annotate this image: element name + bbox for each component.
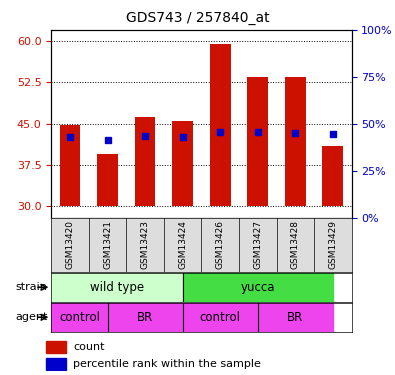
Bar <box>107 303 182 332</box>
Text: wild type: wild type <box>90 281 144 294</box>
Text: yucca: yucca <box>241 281 275 294</box>
Bar <box>135 117 156 207</box>
Bar <box>182 273 333 302</box>
Bar <box>247 77 268 207</box>
Text: GSM13429: GSM13429 <box>328 220 337 269</box>
Bar <box>97 154 118 207</box>
Text: strain: strain <box>16 282 48 292</box>
Bar <box>322 146 343 207</box>
Text: agent: agent <box>16 312 48 322</box>
Text: GSM13421: GSM13421 <box>103 220 112 269</box>
Text: GDS743 / 257840_at: GDS743 / 257840_at <box>126 11 269 25</box>
Bar <box>51 303 107 332</box>
Bar <box>258 303 333 332</box>
Text: GSM13424: GSM13424 <box>178 220 187 269</box>
Text: GSM13423: GSM13423 <box>141 220 150 269</box>
Text: GSM13428: GSM13428 <box>291 220 300 269</box>
Bar <box>60 125 81 207</box>
Bar <box>51 273 182 302</box>
Text: GSM13427: GSM13427 <box>253 220 262 269</box>
Bar <box>46 341 66 352</box>
Bar <box>172 121 193 207</box>
Bar <box>210 44 231 207</box>
Text: GSM13420: GSM13420 <box>66 220 75 269</box>
Text: BR: BR <box>137 311 153 324</box>
Bar <box>182 303 258 332</box>
Text: count: count <box>73 342 105 352</box>
Text: control: control <box>200 311 241 324</box>
Text: GSM13426: GSM13426 <box>216 220 225 269</box>
Bar <box>285 77 306 207</box>
Text: BR: BR <box>287 311 303 324</box>
Text: control: control <box>59 311 100 324</box>
Text: percentile rank within the sample: percentile rank within the sample <box>73 359 261 369</box>
Bar <box>46 358 66 370</box>
